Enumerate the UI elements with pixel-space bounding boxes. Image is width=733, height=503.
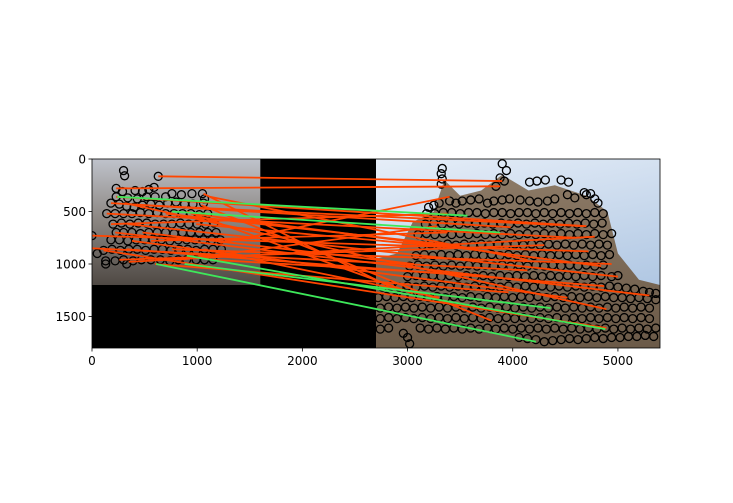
outlier-match-line	[106, 212, 576, 239]
keypoint-marker	[597, 218, 607, 228]
keypoint-marker	[540, 175, 550, 185]
x-tick-label: 3000	[392, 354, 423, 368]
x-tick-label: 2000	[287, 354, 318, 368]
x-axis: 0 1000 2000 3000 4000 5000	[88, 348, 633, 368]
outlier-match-line	[142, 204, 585, 228]
inlier-match-line	[184, 263, 551, 309]
y-tick-label: 1000	[55, 258, 86, 272]
keypoint-marker	[563, 177, 574, 187]
outlier-match-line	[220, 195, 450, 244]
keypoint-marker	[515, 195, 525, 205]
inlier-match-line	[171, 210, 501, 234]
keypoint-marker	[119, 171, 130, 181]
outlier-match-line	[92, 247, 528, 272]
keypoint-marker	[598, 208, 608, 219]
keypoint-marker	[129, 202, 139, 212]
inlier-match-lines	[117, 195, 606, 343]
keypoint-marker	[437, 163, 447, 174]
inlier-match-line	[117, 195, 468, 217]
keypoint-marker	[489, 196, 499, 206]
y-axis: 0 500 1000 1500	[55, 153, 92, 324]
keypoint-marker	[197, 188, 208, 199]
outlier-match-line	[115, 231, 650, 297]
outlier-match-line	[179, 225, 438, 261]
keypoint-marker	[542, 196, 553, 206]
outlier-match-line	[92, 234, 589, 253]
keypoint-marker	[606, 228, 617, 239]
keypoint-marker	[167, 188, 177, 199]
outlier-match-line	[155, 263, 509, 294]
keypoint-marker	[644, 303, 655, 313]
y-tick-label: 1500	[55, 310, 86, 324]
keypoint-marker	[593, 198, 603, 208]
keypoint-marker	[423, 202, 434, 212]
keypoint-marker	[501, 165, 512, 176]
keypoint-marker	[457, 196, 467, 206]
keypoint-marker	[150, 192, 160, 202]
keypoint-marker	[451, 198, 461, 208]
x-tick-label: 4000	[497, 354, 528, 368]
outlier-match-line	[116, 185, 501, 190]
x-tick-label: 0	[88, 354, 96, 368]
y-tick-label: 0	[78, 153, 86, 167]
keypoint-marker	[604, 249, 615, 260]
keypoint-marker	[101, 256, 111, 266]
outlier-match-line	[158, 175, 503, 182]
keypoint-marker	[101, 259, 111, 269]
keypoint-marker	[437, 174, 447, 184]
keypoint-marker	[644, 313, 655, 324]
keypoint-marker	[602, 240, 613, 250]
keypoint-marker	[649, 331, 659, 342]
outlier-match-line	[196, 223, 429, 246]
keypoint-marker	[187, 188, 197, 199]
keypoint-marker	[92, 248, 102, 259]
keypoint-marker	[436, 169, 446, 179]
x-tick-label: 5000	[603, 354, 634, 368]
keypoint-marker	[531, 334, 541, 345]
y-tick-label: 500	[63, 205, 86, 219]
plot-area	[91, 158, 661, 349]
keypoint-marker	[579, 187, 589, 198]
x-tick-label: 1000	[182, 354, 213, 368]
inlier-match-line	[186, 254, 606, 330]
keypoint-marker	[562, 190, 573, 200]
keypoint-marker	[402, 332, 413, 343]
outlier-match-line	[119, 244, 545, 261]
keypoint-marker	[581, 190, 592, 200]
keypoint-marker	[118, 165, 129, 176]
keypoint-marker	[176, 190, 187, 200]
keypoint-marker	[497, 159, 507, 169]
inlier-match-line	[155, 263, 537, 343]
outlier-match-line	[190, 212, 602, 267]
keypoint-marker	[482, 198, 493, 208]
outlier-match-line	[142, 231, 414, 265]
outlier-match-line	[212, 258, 484, 277]
keypoint-marker	[383, 323, 394, 333]
outlier-match-line	[186, 210, 414, 295]
keypoint-marker	[644, 287, 655, 298]
axes-frame	[91, 158, 661, 349]
keypoint-marker	[524, 196, 535, 206]
